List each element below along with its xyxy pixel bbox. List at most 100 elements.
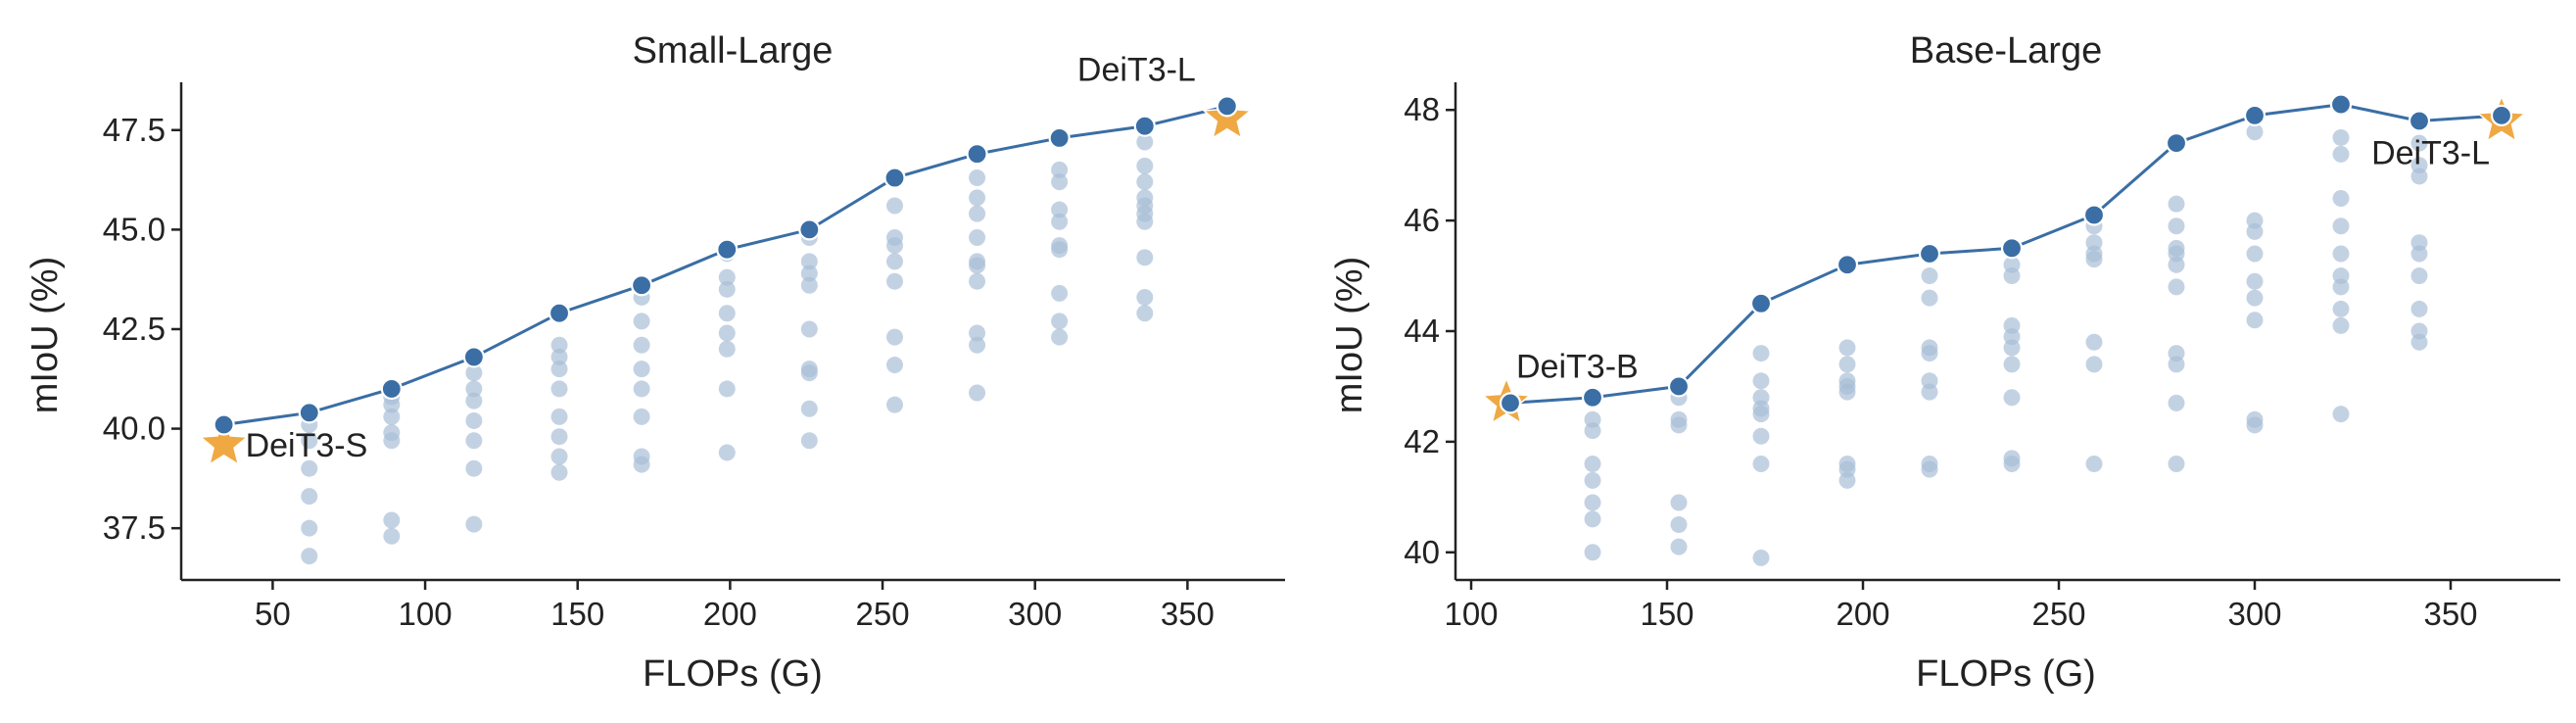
frontier-point <box>631 274 653 297</box>
x-tick-label: 300 <box>1008 596 1062 632</box>
frontier-point <box>716 238 739 261</box>
candidate-point <box>2332 300 2350 317</box>
frontier-point <box>2408 110 2431 132</box>
candidate-point <box>2168 256 2185 273</box>
x-tick-label: 200 <box>1836 596 1889 632</box>
model-annotation: DeiT3-L <box>2371 135 2490 172</box>
candidate-point <box>718 444 736 461</box>
candidate-point <box>800 364 818 382</box>
candidate-point <box>2246 272 2264 290</box>
candidate-point <box>1838 356 1856 373</box>
model-annotation: DeiT3-B <box>1516 348 1639 385</box>
frontier-point <box>966 143 988 166</box>
candidate-point <box>1136 249 1154 266</box>
candidate-point <box>886 253 904 270</box>
candidate-point <box>550 361 568 378</box>
candidate-point <box>2410 245 2428 263</box>
candidate-point <box>969 336 986 354</box>
y-axis-label: mIoU (%) <box>1329 257 1370 413</box>
candidate-point <box>383 432 401 450</box>
candidate-point <box>718 280 736 298</box>
candidate-point <box>1584 494 1601 511</box>
candidate-point <box>383 396 401 413</box>
frontier-point <box>1499 392 1522 414</box>
candidate-point <box>301 548 318 565</box>
candidate-point <box>1051 173 1069 191</box>
candidate-point <box>2003 267 2021 285</box>
candidate-point <box>2332 190 2350 208</box>
frontier-point <box>298 402 320 424</box>
candidate-point <box>2246 222 2264 240</box>
candidate-point <box>1051 213 1069 230</box>
candidate-point <box>718 268 736 286</box>
candidate-point <box>1921 267 1938 285</box>
candidate-point <box>886 272 904 290</box>
candidate-point <box>969 169 986 187</box>
candidate-point <box>1670 416 1688 434</box>
chart-panel-small-large: Small-Large FLOPs (G) mIoU (%) 50 100 150 2… <box>24 30 1285 695</box>
frontier-point <box>380 377 403 401</box>
frontier-point <box>2082 204 2106 226</box>
candidate-point <box>1051 201 1069 218</box>
candidate-point <box>1051 313 1069 330</box>
candidate-point <box>301 488 318 506</box>
frontier-point <box>2000 237 2024 260</box>
frontier-point <box>1048 126 1071 149</box>
chart-title: Base-Large <box>1910 30 2102 72</box>
x-tick-label: 250 <box>856 596 910 632</box>
candidate-point <box>2410 300 2428 317</box>
candidate-point <box>301 459 318 477</box>
frontier-point <box>2243 104 2266 126</box>
frontier-point <box>883 167 906 189</box>
x-axis-label: FLOPs (G) <box>1916 653 2096 695</box>
frontier-point <box>1216 95 1238 118</box>
candidate-point <box>2168 278 2185 296</box>
candidate-point <box>1921 460 1938 478</box>
candidate-point <box>633 336 650 354</box>
candidate-point <box>886 197 904 215</box>
candidate-point <box>550 428 568 446</box>
candidate-point <box>633 361 650 378</box>
candidate-point <box>383 511 401 529</box>
candidate-point <box>1136 133 1154 151</box>
frontier-point <box>2165 131 2188 155</box>
candidate-point <box>1752 372 1770 390</box>
candidate-point <box>969 189 986 207</box>
chart-title: Small-Large <box>633 30 834 72</box>
candidate-point <box>383 527 401 545</box>
frontier-point <box>2490 104 2513 126</box>
candidate-point <box>1670 494 1688 511</box>
candidate-point <box>1136 213 1154 230</box>
candidate-point <box>465 411 483 429</box>
y-tick-label: 44 <box>1404 313 1440 349</box>
x-tick-label: 150 <box>1640 596 1693 632</box>
candidate-point <box>2168 394 2185 411</box>
frontier-point <box>1133 115 1156 137</box>
y-axis-label: mIoU (%) <box>24 257 66 413</box>
candidate-point <box>1051 241 1069 259</box>
candidate-point <box>2410 168 2428 185</box>
candidate-point <box>465 364 483 382</box>
candidate-point <box>1752 427 1770 445</box>
candidate-point <box>2085 356 2103 373</box>
candidate-point <box>1921 289 1938 307</box>
candidate-point <box>969 257 986 274</box>
candidate-point <box>2246 245 2264 263</box>
candidate-point <box>886 396 904 413</box>
candidate-point <box>550 380 568 398</box>
y-tick-label: 45.0 <box>103 211 166 247</box>
candidate-point <box>550 336 568 354</box>
candidate-point <box>465 432 483 450</box>
y-tick-label: 37.5 <box>103 509 166 546</box>
candidate-point <box>633 456 650 473</box>
candidate-point <box>800 400 818 417</box>
frontier-line <box>223 104 1228 426</box>
candidate-point <box>1136 157 1154 174</box>
candidate-point <box>2332 406 2350 423</box>
candidate-point <box>550 348 568 365</box>
frontier-point <box>462 346 485 368</box>
candidate-point <box>800 253 818 270</box>
candidate-point <box>1051 284 1069 302</box>
x-tick-label: 250 <box>2031 596 2085 632</box>
candidate-point <box>1136 305 1154 322</box>
